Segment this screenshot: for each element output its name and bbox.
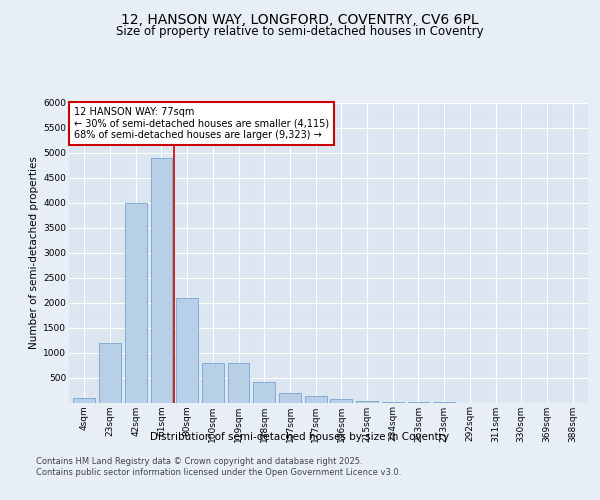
Bar xyxy=(176,298,198,403)
Text: 12 HANSON WAY: 77sqm
← 30% of semi-detached houses are smaller (4,115)
68% of se: 12 HANSON WAY: 77sqm ← 30% of semi-detac… xyxy=(74,107,329,140)
Text: Distribution of semi-detached houses by size in Coventry: Distribution of semi-detached houses by … xyxy=(151,432,449,442)
Bar xyxy=(305,396,326,402)
Bar xyxy=(202,362,224,403)
Bar xyxy=(99,342,121,402)
Bar xyxy=(331,398,352,402)
Bar xyxy=(356,401,378,402)
Bar xyxy=(279,392,301,402)
Text: Contains HM Land Registry data © Crown copyright and database right 2025.
Contai: Contains HM Land Registry data © Crown c… xyxy=(36,458,401,477)
Bar xyxy=(125,202,147,402)
Y-axis label: Number of semi-detached properties: Number of semi-detached properties xyxy=(29,156,39,349)
Bar xyxy=(151,158,172,402)
Text: 12, HANSON WAY, LONGFORD, COVENTRY, CV6 6PL: 12, HANSON WAY, LONGFORD, COVENTRY, CV6 … xyxy=(121,12,479,26)
Bar xyxy=(73,398,95,402)
Text: Size of property relative to semi-detached houses in Coventry: Size of property relative to semi-detach… xyxy=(116,25,484,38)
Bar xyxy=(227,362,250,403)
Bar xyxy=(253,382,275,402)
